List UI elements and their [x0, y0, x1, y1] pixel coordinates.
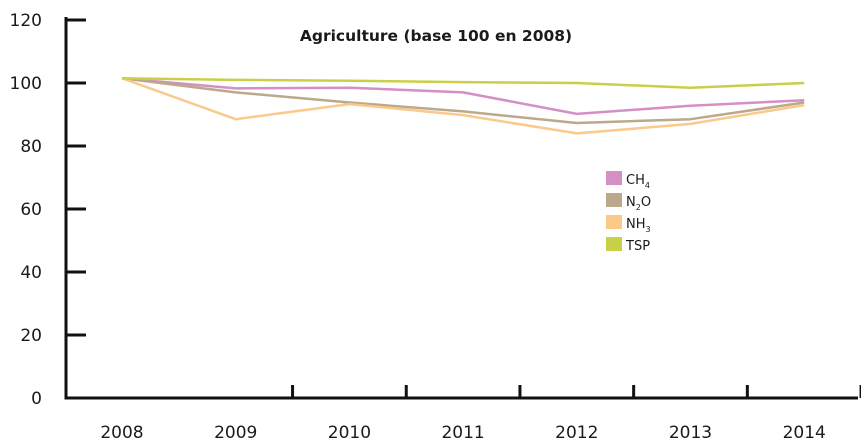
y-tick-label: 0 — [31, 389, 42, 409]
legend-label: N2O — [626, 195, 651, 212]
x-tick-label: 2013 — [669, 423, 712, 441]
legend-label: CH4 — [626, 173, 650, 190]
y-tick-label: 20 — [20, 326, 42, 346]
y-tick-label: 80 — [20, 137, 42, 157]
x-tick-label: 2008 — [100, 423, 143, 441]
series-line-n2o — [121, 77, 805, 125]
y-tick-label: 60 — [20, 200, 42, 220]
x-tick-label: 2010 — [328, 423, 371, 441]
legend-item-ch4: CH4 — [606, 171, 650, 190]
legend-label: NH3 — [626, 217, 651, 234]
legend-item-n2o: N2O — [606, 193, 651, 212]
legend-swatch — [606, 237, 622, 251]
legend-label: TSP — [625, 239, 650, 254]
legend-item-nh3: NH3 — [606, 215, 651, 234]
series-lines — [121, 77, 805, 135]
legend-swatch — [606, 193, 622, 207]
legend: CH4 N2O NH3 TSP — [606, 171, 651, 254]
x-tick-label: 2011 — [441, 423, 484, 441]
x-tick-label: 2014 — [783, 423, 826, 441]
series-line-ch4 — [121, 77, 805, 116]
y-tick-label: 120 — [10, 11, 42, 31]
x-tick-label: 2009 — [214, 423, 257, 441]
chart-title: Agriculture (base 100 en 2008) — [300, 27, 572, 45]
series-line-tsp — [121, 77, 805, 89]
axes: 0 20 40 60 80 100 120 2008 2009 2010 2011 2012 2013 2… — [10, 11, 861, 441]
legend-item-tsp: TSP — [606, 237, 650, 254]
legend-swatch — [606, 171, 622, 185]
legend-swatch — [606, 215, 622, 229]
series-line-nh3 — [121, 77, 805, 135]
y-tick-label: 100 — [10, 74, 42, 94]
x-tick-label: 2012 — [555, 423, 598, 441]
y-tick-label: 40 — [20, 263, 42, 283]
